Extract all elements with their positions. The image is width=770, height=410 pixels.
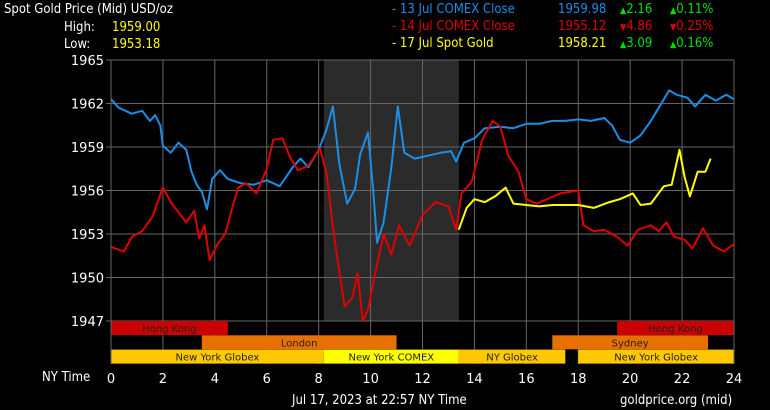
- session-bar: [201, 335, 397, 350]
- x-tick-label: 12: [414, 372, 431, 387]
- legend-label: - 13 Jul COMEX Close: [392, 2, 515, 17]
- legend-label: - 14 Jul COMEX Close: [392, 19, 515, 34]
- y-tick-label: 1947: [71, 315, 104, 330]
- x-tick-label: 4: [211, 372, 219, 387]
- change-value: 4.86: [626, 19, 653, 34]
- y-tick-label: 1965: [71, 54, 104, 69]
- x-tick-label: 22: [674, 372, 691, 387]
- series-line-2: [457, 148, 712, 231]
- y-tick-label: 1959: [71, 141, 104, 156]
- legend-pct: ▼0.25%: [670, 19, 713, 34]
- x-tick-label: 18: [570, 372, 587, 387]
- pct-value: 0.11%: [676, 2, 714, 17]
- session-label: New York COMEX: [349, 353, 435, 364]
- high-value: 1959.00: [112, 20, 161, 35]
- legend-change: ▼4.86: [620, 19, 652, 34]
- change-value: 3.09: [626, 36, 653, 51]
- x-tick-label: 8: [315, 372, 323, 387]
- legend-pct: ▲0.11%: [670, 2, 713, 17]
- up-arrow-icon: ▲: [670, 6, 677, 16]
- y-tick-label: 1953: [71, 228, 104, 243]
- legend-change: ▲3.09: [620, 36, 652, 51]
- x-tick-label: 10: [362, 372, 379, 387]
- session-bar: [552, 335, 709, 350]
- up-arrow-icon: ▲: [620, 6, 627, 16]
- low-value: 1953.18: [112, 37, 161, 52]
- session-label: Hong Kong: [648, 324, 702, 335]
- x-tick-label: 14: [466, 372, 483, 387]
- session-label: Sydney: [612, 338, 649, 349]
- y-tick-label: 1950: [71, 272, 104, 287]
- low-label: Low:: [64, 37, 91, 52]
- session-bar: [458, 349, 566, 364]
- x-tick-label: 2: [159, 372, 167, 387]
- y-tick-label: 1962: [71, 98, 104, 113]
- down-arrow-icon: ▼: [670, 23, 677, 33]
- high-label: High:: [64, 20, 95, 35]
- footer-source: goldprice.org (mid): [620, 393, 733, 408]
- session-label: New York Globex: [175, 353, 259, 364]
- footer-timestamp: Jul 17, 2023 at 22:57 NY Time: [292, 393, 467, 408]
- session-bar: [617, 321, 734, 335]
- session-label: NY Globex: [486, 353, 538, 364]
- x-tick-label: 0: [107, 372, 115, 387]
- x-tick-label: 24: [726, 372, 743, 387]
- session-label: New York Globex: [614, 353, 698, 364]
- up-arrow-icon: ▲: [670, 40, 677, 50]
- x-tick-label: 20: [622, 372, 639, 387]
- down-arrow-icon: ▼: [620, 23, 627, 33]
- legend-change: ▲2.16: [620, 2, 652, 17]
- x-tick-label: 6: [263, 372, 271, 387]
- up-arrow-icon: ▲: [620, 40, 627, 50]
- session-label: London: [281, 338, 318, 349]
- y-tick-label: 1956: [71, 185, 104, 200]
- change-value: 2.16: [626, 2, 653, 17]
- session-bar: [111, 321, 228, 335]
- legend-price: 1955.12: [558, 19, 607, 34]
- legend-price: 1959.98: [558, 2, 607, 17]
- pct-value: 0.25%: [676, 19, 714, 34]
- chart-title: Spot Gold Price (Mid) USD/oz: [4, 2, 173, 17]
- x-tick-label: 16: [518, 372, 535, 387]
- session-bar: [323, 349, 459, 364]
- legend-pct: ▲0.16%: [670, 36, 713, 51]
- session-bar: [111, 349, 324, 364]
- pct-value: 0.16%: [676, 36, 714, 51]
- legend-price: 1958.21: [558, 36, 607, 51]
- x-axis-label: NY Time: [42, 370, 91, 385]
- session-bar: [578, 349, 734, 364]
- series-line-0: [110, 89, 735, 244]
- legend-label: - 17 Jul Spot Gold: [392, 36, 494, 51]
- series-line-1: [110, 119, 735, 322]
- session-label: Hong Kong: [142, 324, 196, 335]
